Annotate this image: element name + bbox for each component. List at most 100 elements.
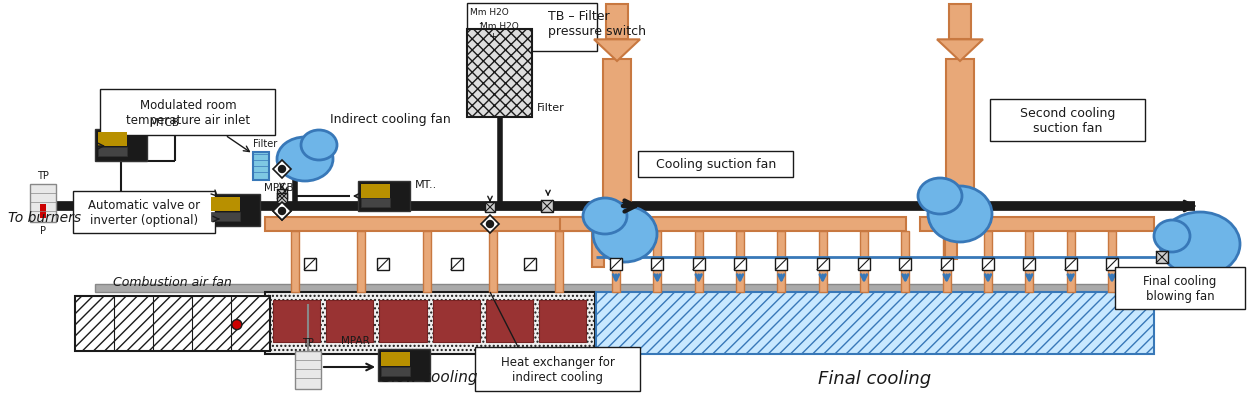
Bar [946, 60, 974, 219]
Circle shape [278, 208, 286, 215]
Bar [942, 231, 951, 292]
Ellipse shape [1160, 212, 1240, 276]
Bar [733, 259, 746, 271]
Bar [98, 147, 127, 157]
Bar [99, 90, 276, 136]
Bar [357, 231, 365, 292]
Bar [694, 231, 703, 292]
Text: Combustion air fan: Combustion air fan [113, 275, 231, 288]
Bar [211, 197, 239, 212]
Bar [75, 296, 270, 351]
Text: To burners: To burners [8, 211, 81, 224]
Bar [98, 133, 127, 147]
Bar [265, 292, 595, 354]
Text: TB – Filter
pressure switch: TB – Filter pressure switch [548, 10, 647, 38]
Polygon shape [937, 40, 982, 62]
Bar [450, 259, 463, 271]
Polygon shape [273, 202, 291, 221]
Bar [1025, 231, 1033, 292]
Bar [606, 5, 628, 40]
Text: Modulated room
temperature air inlet: Modulated room temperature air inlet [126, 99, 250, 127]
Text: MPCB: MPCB [264, 183, 293, 192]
Bar [277, 190, 287, 199]
Text: Cooling suction fan: Cooling suction fan [655, 158, 776, 171]
Bar [361, 185, 390, 198]
Bar [736, 231, 743, 292]
Ellipse shape [928, 187, 993, 242]
Bar [476, 347, 640, 391]
Bar [380, 300, 426, 342]
Text: Filter: Filter [253, 139, 277, 149]
Bar [858, 259, 871, 271]
Ellipse shape [918, 178, 962, 214]
Bar [525, 259, 536, 271]
Ellipse shape [1154, 221, 1190, 252]
Bar [541, 201, 554, 212]
Bar [946, 218, 1154, 231]
Ellipse shape [277, 138, 333, 182]
Bar [361, 198, 390, 207]
Polygon shape [273, 202, 291, 221]
Bar [560, 218, 605, 231]
Bar [899, 259, 911, 271]
Bar [304, 259, 316, 271]
Text: Second cooling
suction fan: Second cooling suction fan [1020, 107, 1116, 135]
Polygon shape [481, 216, 499, 233]
Bar [486, 300, 533, 342]
Bar [603, 60, 632, 237]
Text: TP: TP [302, 337, 314, 347]
Bar [1115, 267, 1245, 309]
Bar [423, 231, 431, 292]
Bar [1064, 259, 1077, 271]
Bar [40, 204, 47, 218]
Bar [208, 195, 260, 226]
Bar [96, 130, 147, 161]
Bar [273, 300, 320, 342]
Bar [489, 231, 497, 292]
Bar [652, 259, 663, 271]
Bar [291, 231, 299, 292]
Bar [1023, 259, 1035, 271]
Bar [949, 5, 971, 40]
Bar [381, 367, 410, 376]
Text: Filter: Filter [537, 103, 565, 113]
Bar [693, 259, 704, 271]
Text: Final cooling
blowing fan: Final cooling blowing fan [1144, 274, 1216, 302]
Bar [359, 182, 410, 211]
Bar [901, 231, 910, 292]
Text: MT..: MT.. [415, 180, 438, 190]
Text: Indirect cooling fan: Indirect cooling fan [330, 113, 450, 126]
Bar [990, 100, 1145, 142]
Text: MTCB: MTCB [150, 118, 179, 128]
Bar [941, 259, 952, 271]
Bar [596, 292, 1154, 354]
Bar [467, 30, 532, 118]
Bar [611, 231, 620, 292]
Bar [596, 218, 906, 231]
Text: -: - [470, 18, 483, 28]
Bar [540, 300, 586, 342]
Bar [1067, 231, 1074, 292]
Bar [638, 152, 793, 178]
Text: Slow cooling: Slow cooling [382, 369, 478, 384]
Bar [777, 231, 785, 292]
Bar [1108, 231, 1116, 292]
Bar [775, 259, 788, 271]
Bar [467, 4, 598, 52]
Bar [377, 259, 389, 271]
Bar [982, 259, 994, 271]
Bar [920, 218, 959, 231]
Text: Mm H2O: Mm H2O [481, 22, 518, 31]
Bar [377, 349, 430, 381]
Bar [30, 185, 57, 223]
Bar [610, 259, 621, 271]
Text: Heat exchanger for
indirect cooling: Heat exchanger for indirect cooling [501, 355, 615, 383]
Text: MPAR: MPAR [341, 335, 370, 345]
Bar [486, 202, 494, 212]
Polygon shape [273, 161, 291, 178]
Bar [211, 212, 239, 222]
Text: Mm H2O: Mm H2O [470, 8, 508, 17]
Text: +: + [481, 32, 497, 42]
Bar [819, 231, 827, 292]
Circle shape [487, 221, 493, 228]
